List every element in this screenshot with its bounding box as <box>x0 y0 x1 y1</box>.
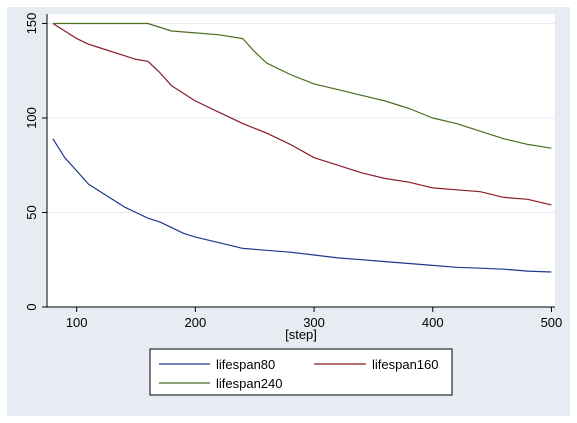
x-tick-label-300: 300 <box>303 315 325 330</box>
y-tick-label-100: 100 <box>24 107 39 129</box>
legend: lifespan80 lifespan160 lifespan240 <box>149 348 453 396</box>
x-axis-title: [step] <box>285 327 317 342</box>
y-tick-label-150: 150 <box>24 13 39 35</box>
y-tick-label-50: 50 <box>24 205 39 219</box>
plot-area <box>47 14 555 307</box>
tick-marks-and-labels: 0 50 100 150 100 200 300 400 500 <box>24 13 562 330</box>
legend-label-lifespan240: lifespan240 <box>216 376 283 391</box>
y-tick-label-0: 0 <box>24 303 39 310</box>
x-tick-label-400: 400 <box>422 315 444 330</box>
series-line-lifespan80 <box>52 138 552 273</box>
axes <box>46 14 555 308</box>
x-tick-label-100: 100 <box>66 315 88 330</box>
series-line-lifespan240 <box>52 22 552 149</box>
series-lines <box>52 22 552 273</box>
x-tick-label-500: 500 <box>541 315 563 330</box>
legend-label-lifespan80: lifespan80 <box>216 357 275 372</box>
legend-box <box>149 348 453 396</box>
series-line-lifespan160 <box>52 22 552 206</box>
legend-label-lifespan160: lifespan160 <box>372 357 439 372</box>
x-tick-label-200: 200 <box>185 315 207 330</box>
